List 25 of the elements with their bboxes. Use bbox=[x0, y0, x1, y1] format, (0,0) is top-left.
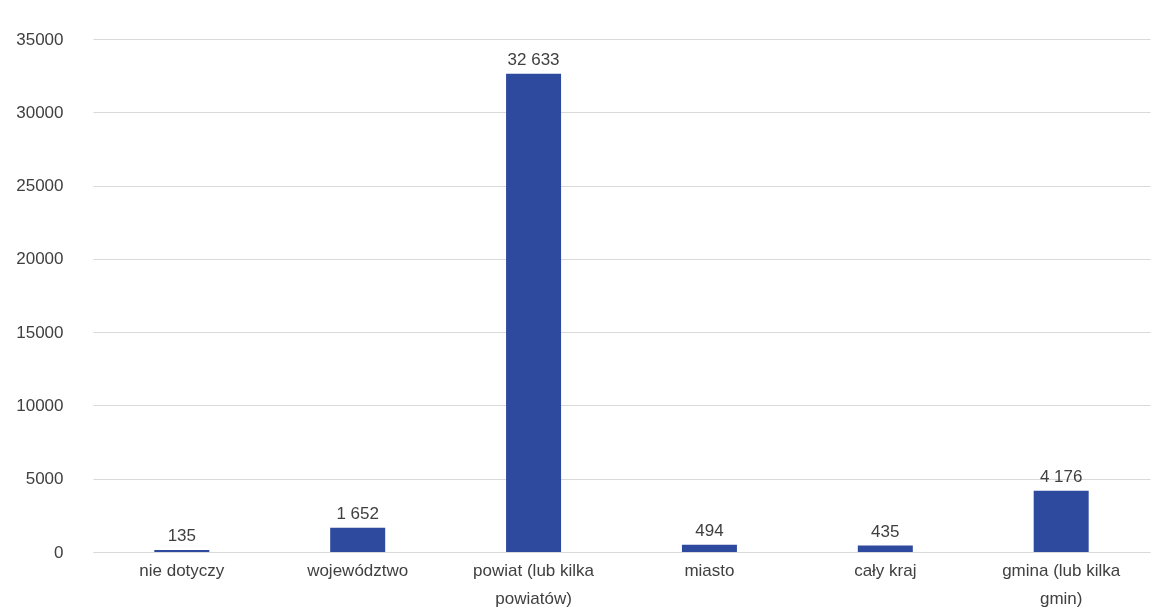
y-tick-label: 35000 bbox=[16, 29, 64, 49]
x-tick-label: powiat (lub kilka powiatów) bbox=[473, 560, 595, 608]
y-tick-label: 20000 bbox=[16, 249, 64, 269]
bar bbox=[330, 527, 386, 552]
x-tick-label: cały kraj bbox=[854, 560, 917, 580]
x-tick-label: nie dotyczy bbox=[139, 560, 225, 580]
data-label: 494 bbox=[695, 520, 724, 540]
bar bbox=[857, 545, 913, 552]
y-tick-label: 0 bbox=[54, 542, 64, 562]
data-label: 1 652 bbox=[336, 503, 379, 523]
x-tick-label: miasto bbox=[684, 560, 735, 580]
data-label: 435 bbox=[871, 521, 900, 541]
data-label: 135 bbox=[167, 526, 196, 546]
bar bbox=[506, 73, 562, 552]
bar bbox=[681, 544, 737, 552]
data-label: 32 633 bbox=[507, 49, 560, 69]
bar bbox=[1033, 490, 1089, 552]
x-tick-label: gmina (lub kilka gmin) bbox=[1002, 560, 1121, 608]
x-tick-label: województwo bbox=[306, 560, 409, 580]
y-tick-label: 25000 bbox=[16, 176, 64, 196]
y-tick-label: 10000 bbox=[16, 395, 64, 415]
y-tick-label: 5000 bbox=[25, 469, 64, 489]
data-label: 4 176 bbox=[1039, 466, 1083, 486]
y-tick-label: 30000 bbox=[16, 102, 64, 122]
y-tick-label: 15000 bbox=[16, 322, 64, 342]
